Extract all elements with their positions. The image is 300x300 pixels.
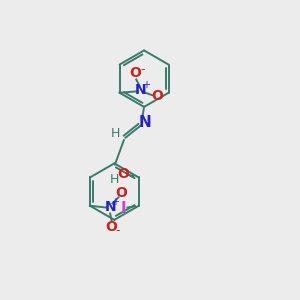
Text: N: N xyxy=(104,200,116,214)
Text: O: O xyxy=(106,220,118,234)
Text: O: O xyxy=(116,186,127,200)
Text: H: H xyxy=(111,127,120,140)
Text: +: + xyxy=(142,80,150,90)
Text: O: O xyxy=(117,167,129,181)
Text: -: - xyxy=(140,63,144,76)
Text: N: N xyxy=(138,115,151,130)
Text: -: - xyxy=(116,224,120,238)
Text: N: N xyxy=(135,83,147,97)
Text: O: O xyxy=(152,89,163,103)
Text: H: H xyxy=(110,173,119,186)
Text: O: O xyxy=(130,67,142,80)
Text: I: I xyxy=(121,201,126,216)
Text: +: + xyxy=(111,196,119,207)
